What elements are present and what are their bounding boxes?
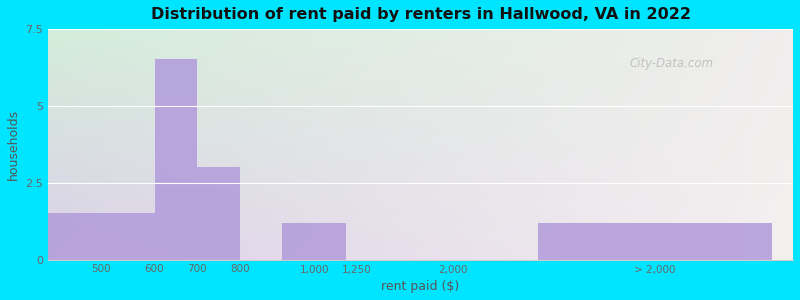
Bar — [282, 223, 346, 260]
Bar — [538, 223, 772, 260]
X-axis label: rent paid ($): rent paid ($) — [382, 280, 460, 293]
Title: Distribution of rent paid by renters in Hallwood, VA in 2022: Distribution of rent paid by renters in … — [150, 7, 690, 22]
Y-axis label: households: households — [7, 109, 20, 180]
Bar — [197, 167, 240, 260]
Bar — [48, 213, 154, 260]
Text: City-Data.com: City-Data.com — [629, 57, 714, 70]
Bar — [154, 59, 197, 260]
